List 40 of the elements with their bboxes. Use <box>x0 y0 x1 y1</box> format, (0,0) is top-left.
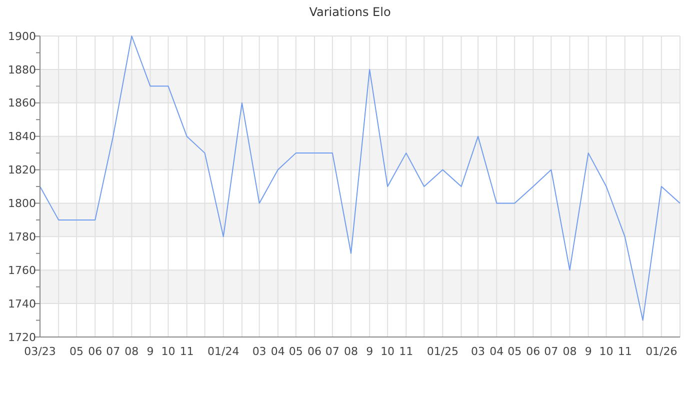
x-tick-label: 11 <box>399 345 414 358</box>
y-tick-label: 1840 <box>8 130 36 144</box>
x-tick-label: 03 <box>252 345 266 358</box>
x-tick-label: 05 <box>288 345 303 358</box>
y-tick-label: 1720 <box>8 330 36 344</box>
x-tick-label: 01/26 <box>646 345 678 358</box>
x-tick-label: 06 <box>526 345 540 358</box>
x-tick-label: 01/25 <box>426 345 459 358</box>
x-tick-label: 01/24 <box>208 345 240 358</box>
x-tick-label: 9 <box>146 345 154 358</box>
chart-title: Variations Elo <box>309 5 391 19</box>
x-tick-label: 9 <box>366 345 374 358</box>
x-tick-label: 08 <box>344 345 358 358</box>
x-tick-label: 04 <box>270 345 285 358</box>
y-tick-label: 1820 <box>8 164 36 177</box>
y-tick-label: 1740 <box>8 297 36 310</box>
x-tick-label: 03/23 <box>24 345 56 358</box>
x-tick-label: 06 <box>307 345 322 358</box>
y-tick-label: 1860 <box>8 96 36 110</box>
y-tick-label: 1780 <box>8 230 36 244</box>
x-tick-label: 04 <box>490 345 504 358</box>
y-tick-label: 1800 <box>8 197 36 210</box>
x-tick-label: 11 <box>180 345 194 358</box>
x-tick-label: 11 <box>618 345 632 358</box>
x-tick-label: 03 <box>471 345 486 358</box>
x-tick-label: 07 <box>325 345 340 358</box>
x-tick-label: 06 <box>88 345 102 358</box>
y-tick-label: 1900 <box>8 30 36 43</box>
x-tick-label: 10 <box>380 345 395 358</box>
x-tick-label: 9 <box>584 345 592 358</box>
y-tick-label: 1880 <box>8 63 36 76</box>
y-tick-label: 1760 <box>8 264 36 277</box>
x-tick-label: 10 <box>161 345 176 358</box>
x-tick-label: 08 <box>124 345 139 358</box>
x-tick-label: 05 <box>508 345 522 358</box>
x-tick-label: 10 <box>599 345 614 358</box>
x-tick-label: 07 <box>544 345 558 358</box>
x-tick-label: 07 <box>106 345 120 358</box>
x-tick-label: 05 <box>70 345 84 358</box>
x-tick-label: 08 <box>562 345 577 358</box>
